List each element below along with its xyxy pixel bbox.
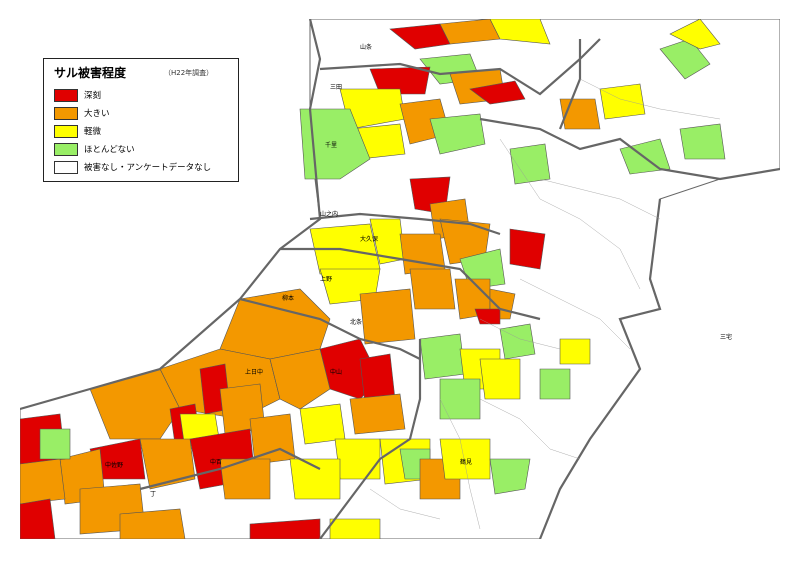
region-polygons <box>20 19 726 539</box>
label-ueno: 上野 <box>320 275 332 283</box>
legend-label: 被害なし・アンケートデータなし <box>84 163 212 173</box>
legend-label: 軽微 <box>84 127 102 137</box>
label-nishi: 柳本 <box>282 294 294 302</box>
boundary-lines <box>20 19 780 539</box>
municipal-mesh <box>369 78 721 530</box>
label-midori: 山之内 <box>320 210 338 218</box>
legend: サル被害程度 （H22年調査） 深刻 大きい 軽微 ほとんどない 被害なし・アン… <box>43 58 239 182</box>
legend-swatch <box>54 124 78 138</box>
label-kita: 千里 <box>325 141 337 149</box>
legend-item-none: 被害なし・アンケートデータなし <box>54 159 211 175</box>
legend-label: 大きい <box>84 109 110 119</box>
label-kamihino: 上日中 <box>245 368 263 376</box>
legend-label: ほとんどない <box>84 145 135 155</box>
damage-map: 山条 三田 千里 山之内 上野 柳本 上日中 中山 中佐野 中百 丁 鶴見 大久… <box>20 19 780 539</box>
legend-item-severe: 深刻 <box>54 87 101 103</box>
label-shiratori: 北条 <box>350 318 362 326</box>
label-ryuko: 丁 <box>150 491 156 498</box>
legend-item-minor: 軽微 <box>54 123 101 139</box>
legend-label: 深刻 <box>84 91 102 101</box>
label-north: 山条 <box>360 43 372 51</box>
legend-item-large: 大きい <box>54 105 110 121</box>
label-tanaka: 中百 <box>210 458 222 466</box>
label-minami: 中佐野 <box>105 461 123 469</box>
label-kadono: 大久保 <box>360 235 378 243</box>
legend-swatch <box>54 88 78 102</box>
legend-title: サル被害程度 <box>54 66 127 80</box>
legend-swatch <box>54 160 78 174</box>
legend-swatch <box>54 106 78 120</box>
legend-swatch <box>54 142 78 156</box>
label-sanda: 三田 <box>330 84 342 91</box>
legend-item-almost-none: ほとんどない <box>54 141 135 157</box>
label-takahama: 三宅 <box>720 333 732 341</box>
legend-survey-note: （H22年調査） <box>164 69 214 77</box>
label-nakahino: 中山 <box>330 368 342 376</box>
label-kasuga: 鶴見 <box>460 458 472 466</box>
place-labels: 山条 三田 千里 山之内 上野 柳本 上日中 中山 中佐野 中百 丁 鶴見 大久… <box>105 43 732 498</box>
